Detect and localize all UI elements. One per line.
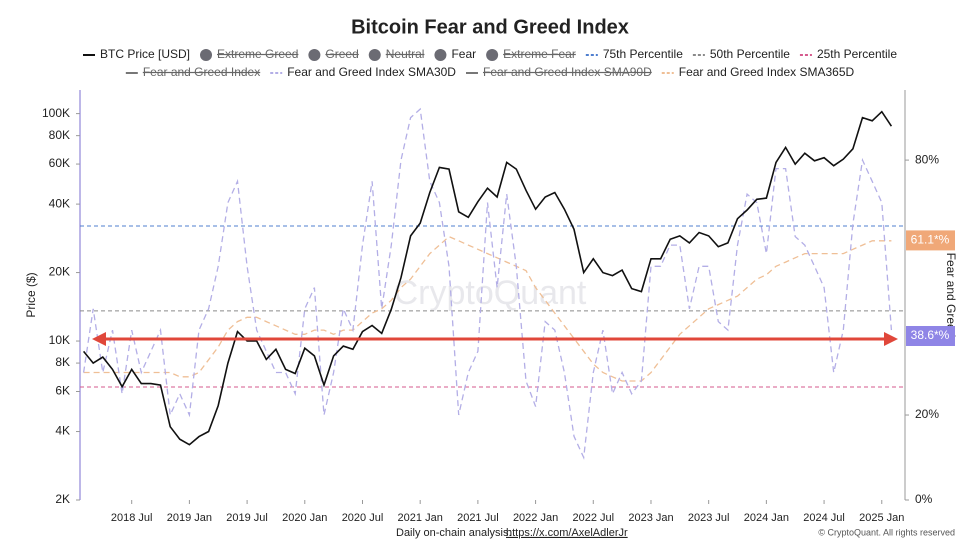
y-tick-label: 60K (49, 156, 70, 170)
annotation-box (906, 230, 955, 251)
arrow-head (884, 332, 898, 346)
series-line (83, 235, 892, 382)
y2-tick-label: 0% (915, 492, 933, 506)
legend-label[interactable]: Neutral (386, 47, 425, 61)
legend-row: Fear and Greed Index Fear and Greed Index… (125, 65, 855, 79)
series-line (82, 110, 893, 446)
y-tick-label: 10K (49, 333, 70, 347)
legend-label[interactable]: Fear and Greed Index (143, 65, 260, 79)
x-tick-label: 2022 Jul (572, 512, 614, 524)
x-tick-label: 2019 Jul (226, 512, 268, 524)
legend-label[interactable]: Fear (451, 47, 476, 61)
legend-row: BTC Price [USD] Extreme Greed Greed Neutral… (83, 47, 897, 61)
legend-label[interactable]: Extreme Fear (503, 47, 576, 61)
y-tick-label: 4K (55, 424, 70, 438)
x-tick-label: 2025 Jan (859, 512, 904, 524)
watermark: CryptoQuant (394, 274, 587, 312)
y-tick-label: 8K (55, 355, 70, 369)
x-tick-label: 2020 Jan (282, 512, 327, 524)
footer-link[interactable]: https://x.com/AxelAdlerJr (506, 527, 628, 539)
legend-label[interactable]: 75th Percentile (603, 47, 683, 61)
legend-marker (434, 49, 447, 61)
series-line (82, 107, 893, 460)
legend-label[interactable]: Greed (325, 47, 358, 61)
y-tick-label: 20K (49, 265, 70, 279)
legend-label[interactable]: Fear and Greed Index SMA90D (483, 65, 652, 79)
x-tick-label: 2022 Jan (513, 512, 558, 524)
legend-label[interactable]: Extreme Greed (217, 47, 298, 61)
x-tick-label: 2023 Jan (628, 512, 673, 524)
legend-marker (200, 49, 213, 61)
x-tick-label: 2019 Jan (167, 512, 212, 524)
x-tick-label: 2021 Jan (398, 512, 443, 524)
y-tick-label: 80K (49, 128, 70, 142)
y2-axis-label: Fear and Greed (944, 253, 958, 338)
legend-label[interactable]: 25th Percentile (817, 47, 897, 61)
x-tick-label: 2021 Jul (457, 512, 499, 524)
y2-tick-label: 20% (915, 407, 939, 421)
y-tick-label: 40K (49, 196, 70, 210)
arrow-head (92, 332, 106, 346)
x-tick-label: 2018 Jul (111, 512, 153, 524)
x-tick-label: 2024 Jan (744, 512, 789, 524)
copyright: © CryptoQuant. All rights reserved (818, 527, 955, 537)
annotation-box (906, 326, 955, 346)
legend-marker (308, 49, 321, 61)
y-tick-label: 100K (42, 106, 70, 120)
y2-tick-label: 80% (915, 152, 939, 166)
legend-marker (486, 49, 499, 61)
legend-label[interactable]: BTC Price [USD] (100, 47, 190, 61)
x-tick-label: 2024 Jul (803, 512, 845, 524)
chart-title: Bitcoin Fear and Greed Index (351, 16, 629, 38)
annotation-label: 61.1*% (911, 233, 950, 247)
footer: Daily on-chain analysis: (396, 527, 512, 539)
legend-label[interactable]: Fear and Greed Index SMA365D (679, 65, 855, 79)
x-tick-label: 2020 Jul (342, 512, 384, 524)
legend-marker (368, 49, 381, 61)
y-tick-label: 2K (55, 492, 70, 506)
annotation-label: 38.6*% (911, 328, 950, 342)
legend-label[interactable]: 50th Percentile (710, 47, 790, 61)
legend-label[interactable]: Fear and Greed Index SMA30D (287, 65, 456, 79)
y-tick-label: 6K (55, 384, 70, 398)
y-axis-label: Price ($) (24, 272, 38, 317)
x-tick-label: 2023 Jul (688, 512, 730, 524)
